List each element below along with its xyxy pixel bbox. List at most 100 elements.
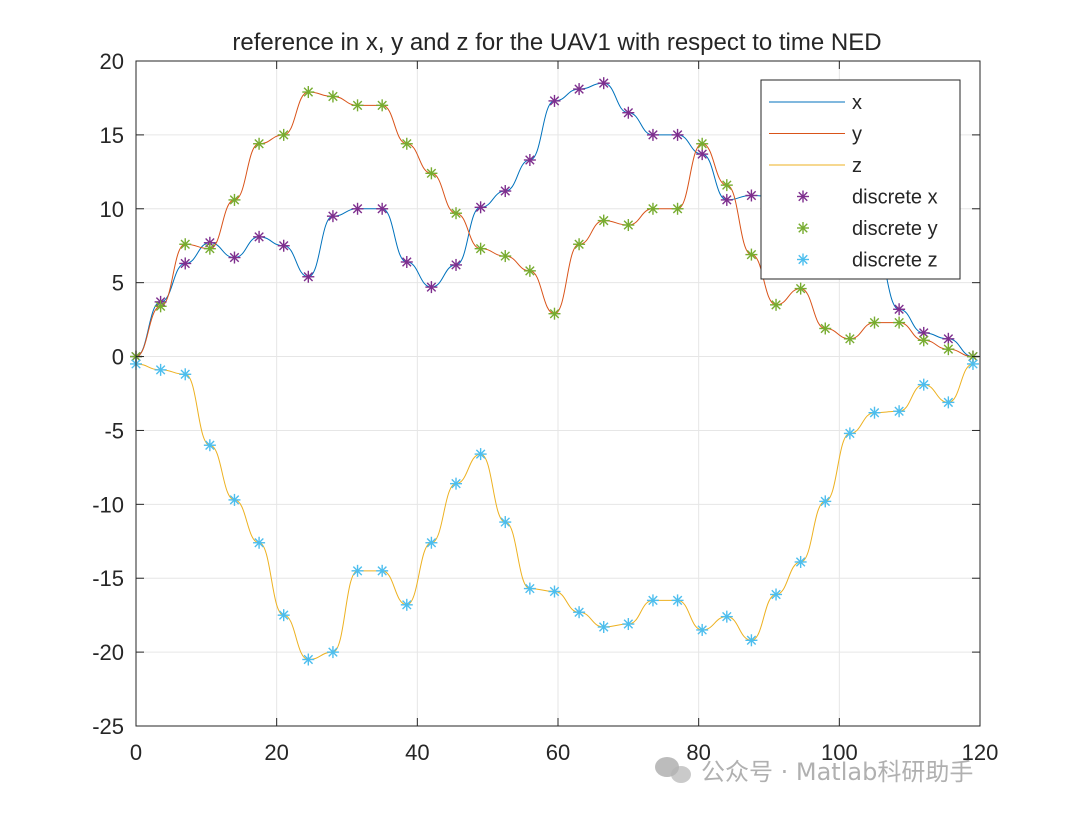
legend-label: x — [852, 92, 862, 114]
marker-discrete-z — [400, 598, 413, 611]
marker-discrete-x — [351, 202, 364, 215]
marker-discrete-y — [253, 137, 266, 150]
legend-marker — [797, 190, 809, 203]
legend-entry: z — [769, 155, 862, 177]
legend: xyz discrete x discrete y discrete z — [760, 79, 961, 280]
marker-discrete-z — [843, 427, 856, 440]
marker-discrete-z — [523, 582, 536, 595]
x-tick-label: 20 — [264, 740, 288, 765]
marker-discrete-x — [499, 185, 512, 198]
marker-discrete-x — [376, 202, 389, 215]
marker-discrete-z — [326, 646, 339, 659]
marker-discrete-x — [548, 94, 561, 107]
marker-discrete-y — [696, 137, 709, 150]
marker-discrete-z — [154, 363, 167, 376]
marker-discrete-y — [277, 128, 290, 141]
marker-discrete-x — [671, 128, 684, 141]
marker-discrete-z — [893, 405, 906, 418]
marker-discrete-z — [376, 564, 389, 577]
y-tick-label: -15 — [92, 566, 124, 591]
marker-discrete-z — [671, 594, 684, 607]
y-tick-label: -20 — [92, 640, 124, 665]
legend-label: discrete x — [852, 187, 938, 209]
marker-discrete-y — [351, 99, 364, 112]
marker-discrete-z — [720, 610, 733, 623]
marker-discrete-z — [745, 634, 758, 647]
y-tick-label: 10 — [100, 197, 124, 222]
marker-discrete-x — [400, 255, 413, 268]
marker-discrete-y — [868, 316, 881, 329]
marker-discrete-x — [942, 332, 955, 345]
watermark: 公众号 · Matlab科研助手 — [655, 752, 973, 787]
marker-discrete-z — [499, 516, 512, 529]
marker-discrete-z — [203, 439, 216, 452]
x-tick-label: 40 — [405, 740, 429, 765]
marker-discrete-z — [942, 396, 955, 409]
y-tick-label: 5 — [112, 271, 124, 296]
marker-discrete-z — [770, 588, 783, 601]
legend-label: discrete z — [852, 250, 938, 272]
marker-discrete-y — [770, 298, 783, 311]
legend-marker — [797, 222, 809, 234]
marker-discrete-z — [302, 653, 315, 666]
marker-discrete-y — [302, 86, 315, 99]
marker-discrete-z — [966, 357, 979, 370]
marker-discrete-y — [843, 332, 856, 345]
marker-discrete-y — [450, 207, 463, 220]
marker-discrete-y — [671, 202, 684, 215]
legend-label: z — [852, 155, 862, 177]
marker-discrete-z — [917, 378, 930, 391]
marker-discrete-x — [745, 189, 758, 202]
marker-discrete-x — [597, 77, 610, 90]
marker-discrete-x — [720, 193, 733, 206]
marker-discrete-y — [942, 343, 955, 356]
chart-title: reference in x, y and z for the UAV1 wit… — [232, 29, 881, 56]
marker-discrete-y — [179, 238, 192, 251]
marker-discrete-x — [573, 83, 586, 96]
marker-discrete-y — [154, 300, 167, 313]
marker-discrete-z — [277, 609, 290, 622]
marker-discrete-z — [548, 585, 561, 598]
marker-discrete-y — [203, 242, 216, 255]
marker-discrete-z — [253, 536, 266, 549]
marker-discrete-y — [597, 214, 610, 227]
marker-discrete-z — [573, 606, 586, 619]
legend-label: y — [852, 124, 862, 146]
marker-discrete-x — [646, 128, 659, 141]
marker-discrete-x — [326, 210, 339, 223]
legend-box — [760, 79, 961, 280]
wechat-icon — [655, 755, 695, 785]
marker-discrete-z — [646, 594, 659, 607]
legend-entry: discrete z — [797, 250, 938, 272]
marker-discrete-x — [302, 270, 315, 283]
marker-discrete-y — [376, 99, 389, 112]
marker-discrete-z — [228, 493, 241, 506]
x-tick-label: 60 — [546, 740, 570, 765]
marker-discrete-y — [548, 307, 561, 320]
marker-discrete-y — [326, 90, 339, 103]
marker-discrete-z — [597, 620, 610, 633]
y-tick-label: 0 — [112, 345, 124, 370]
x-tick-label: 120 — [962, 740, 999, 765]
marker-discrete-z — [351, 564, 364, 577]
marker-discrete-y — [622, 219, 635, 232]
legend-entry: x — [769, 92, 862, 114]
marker-discrete-x — [622, 106, 635, 119]
x-tick-label: 0 — [130, 740, 142, 765]
marker-discrete-y — [745, 248, 758, 261]
x-tick-label: 100 — [821, 740, 858, 765]
marker-discrete-y — [646, 202, 659, 215]
x-tick-label: 80 — [686, 740, 710, 765]
marker-discrete-x — [696, 148, 709, 161]
marker-discrete-x — [425, 281, 438, 294]
marker-discrete-z — [622, 618, 635, 631]
y-tick-label: 20 — [100, 49, 124, 74]
marker-discrete-y — [523, 264, 536, 277]
legend-entry: y — [769, 124, 862, 146]
marker-discrete-x — [277, 239, 290, 252]
marker-discrete-y — [499, 250, 512, 263]
marker-discrete-y — [474, 242, 487, 255]
legend-entry: discrete y — [797, 218, 938, 240]
legend-marker — [797, 253, 809, 266]
